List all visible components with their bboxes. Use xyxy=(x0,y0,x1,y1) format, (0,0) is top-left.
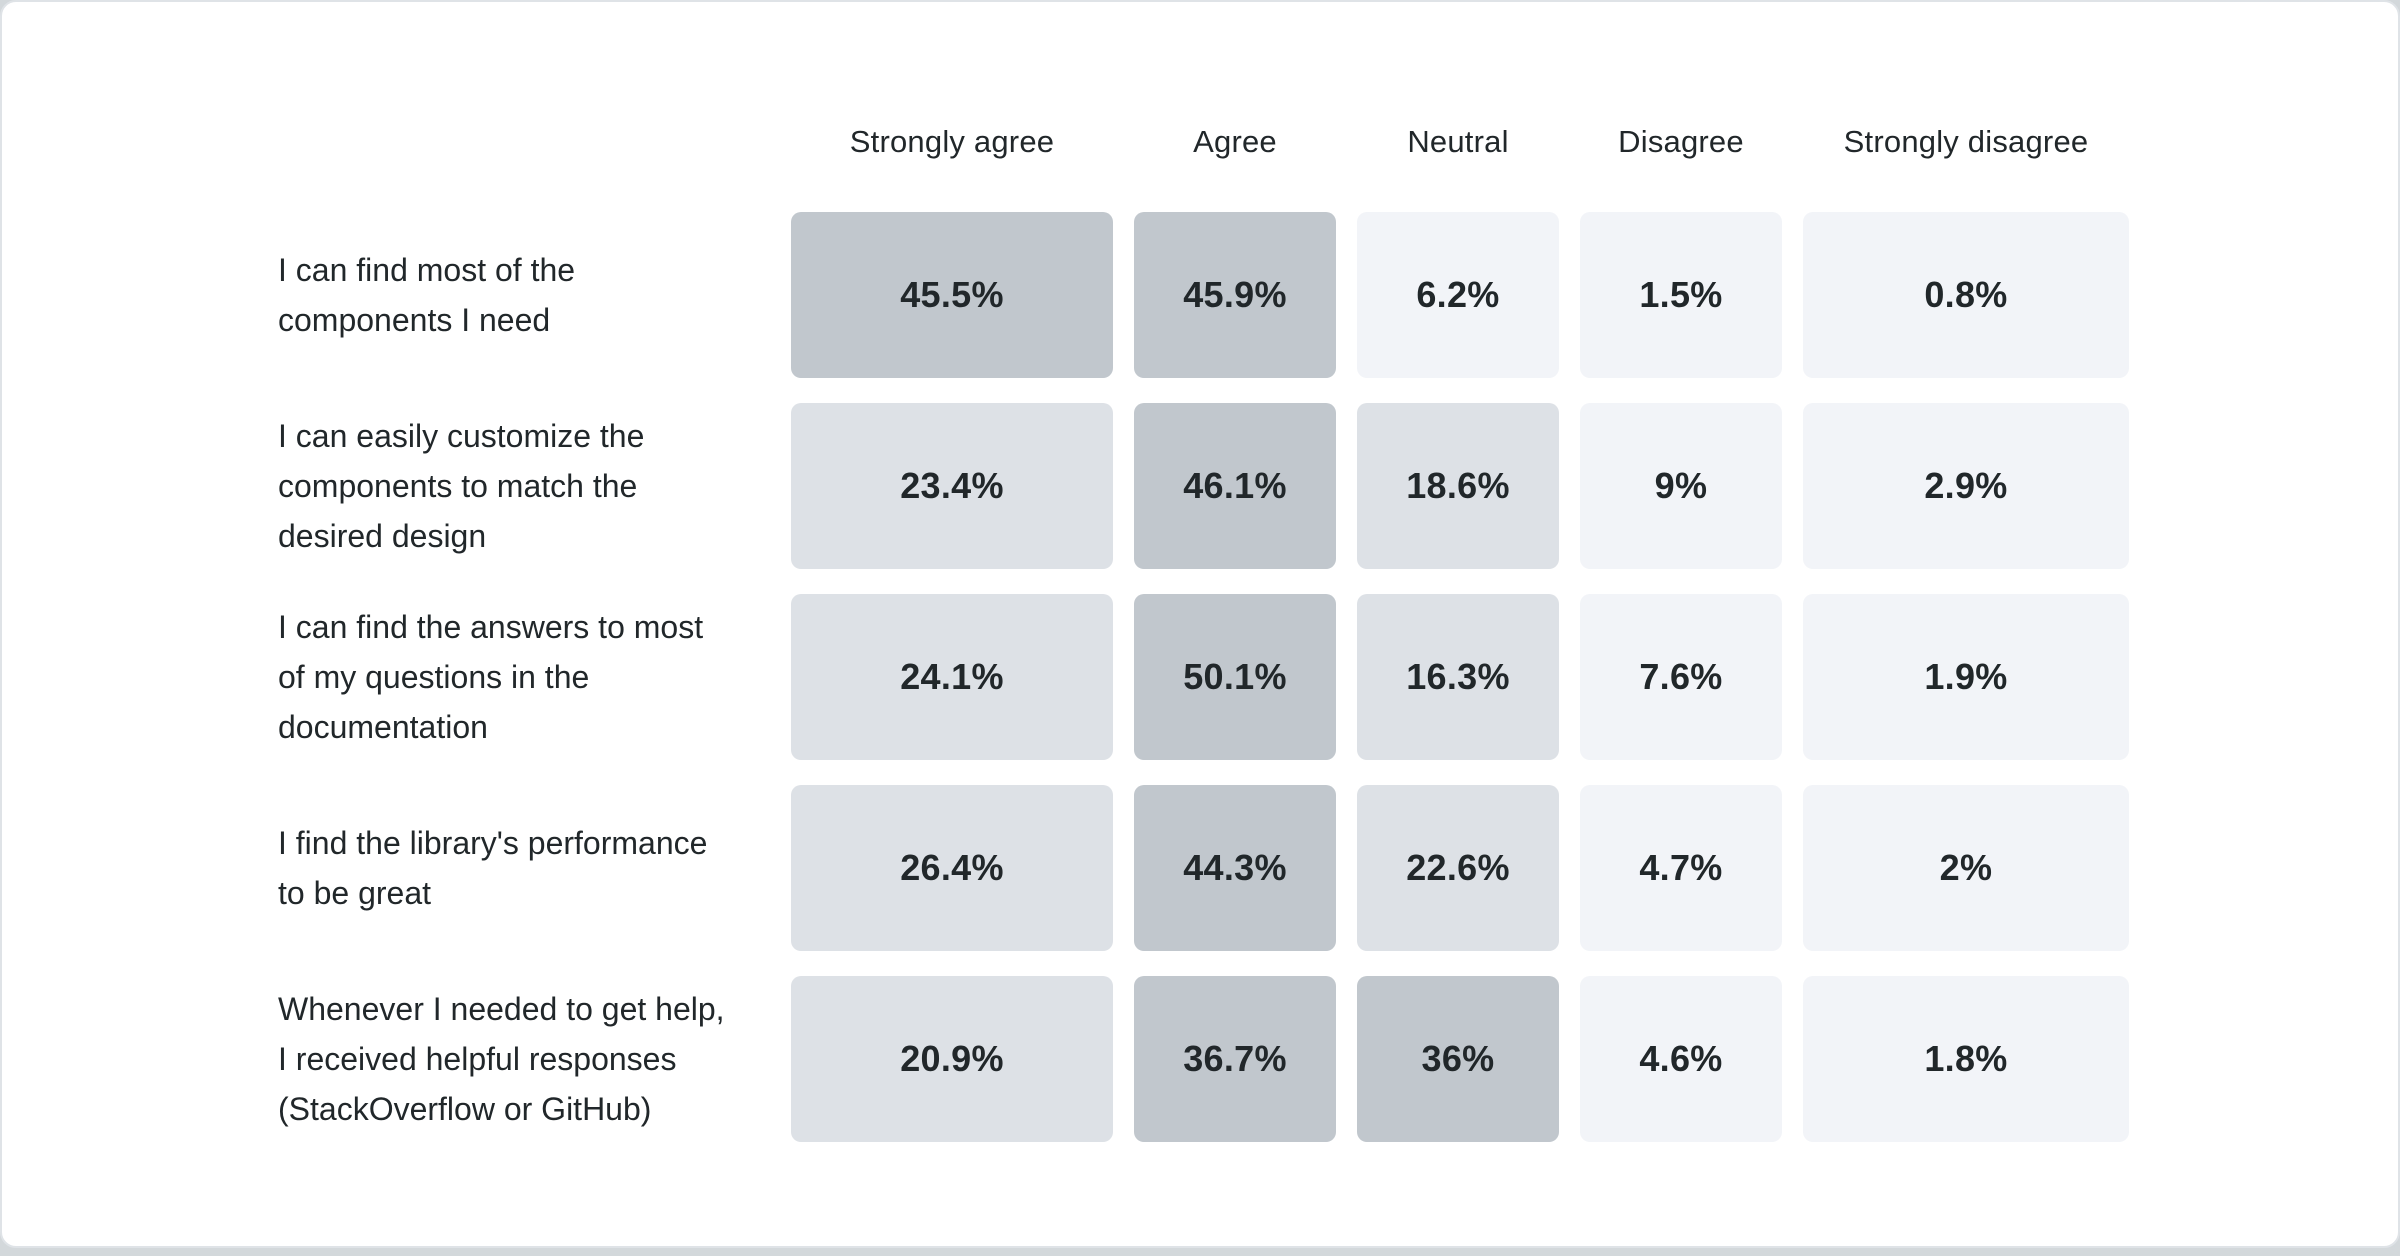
heatmap-cell: 50.1% xyxy=(1134,594,1336,760)
heatmap-cell: 4.7% xyxy=(1580,785,1782,951)
heatmap-cell: 36.7% xyxy=(1134,976,1336,1142)
column-header: Agree xyxy=(1193,124,1277,159)
heatmap-cell: 1.5% xyxy=(1580,212,1782,378)
heatmap-cell: 45.9% xyxy=(1134,212,1336,378)
table-row: I can easily customize the components to… xyxy=(278,403,2129,569)
heatmap-cell: 23.4% xyxy=(791,403,1113,569)
survey-matrix: Strongly agree Agree Neutral Disagree Strong… xyxy=(278,110,2129,1142)
heatmap-cell: 1.8% xyxy=(1803,976,2129,1142)
heatmap-cell: 24.1% xyxy=(791,594,1113,760)
heatmap-cell: 6.2% xyxy=(1357,212,1559,378)
heatmap-cell: 16.3% xyxy=(1357,594,1559,760)
heatmap-cell: 36% xyxy=(1357,976,1559,1142)
heatmap-cell: 4.6% xyxy=(1580,976,1782,1142)
rows-container: I can find most of the components I need… xyxy=(278,212,2129,1142)
heatmap-cell: 7.6% xyxy=(1580,594,1782,760)
heatmap-cell: 45.5% xyxy=(791,212,1113,378)
column-header: Disagree xyxy=(1618,124,1744,159)
question-label: Whenever I needed to get help, I receive… xyxy=(278,991,725,1127)
column-header: Strongly disagree xyxy=(1843,124,2089,159)
question-label: I can find the answers to most of my que… xyxy=(278,609,704,745)
heatmap-cell: 20.9% xyxy=(791,976,1113,1142)
heatmap-cell: 44.3% xyxy=(1134,785,1336,951)
header-row: Strongly agree Agree Neutral Disagree Strong… xyxy=(278,110,2129,174)
table-row: I can find most of the components I need… xyxy=(278,212,2129,378)
heatmap-cell: 0.8% xyxy=(1803,212,2129,378)
table-row: I find the library's performance to be g… xyxy=(278,785,2129,951)
heatmap-cell: 2.9% xyxy=(1803,403,2129,569)
heatmap-cell: 18.6% xyxy=(1357,403,1559,569)
heatmap-cell: 1.9% xyxy=(1803,594,2129,760)
table-row: I can find the answers to most of my que… xyxy=(278,594,2129,760)
heatmap-cell: 26.4% xyxy=(791,785,1113,951)
question-label: I can find most of the components I need xyxy=(278,252,576,338)
column-header: Strongly agree xyxy=(849,124,1055,159)
table-row: Whenever I needed to get help, I receive… xyxy=(278,976,2129,1142)
heatmap-cell: 2% xyxy=(1803,785,2129,951)
heatmap-cell: 46.1% xyxy=(1134,403,1336,569)
question-label: I find the library's performance to be g… xyxy=(278,825,708,911)
heatmap-cell: 22.6% xyxy=(1357,785,1559,951)
heatmap-cell: 9% xyxy=(1580,403,1782,569)
column-header: Neutral xyxy=(1407,124,1509,159)
question-label: I can easily customize the components to… xyxy=(278,418,645,554)
